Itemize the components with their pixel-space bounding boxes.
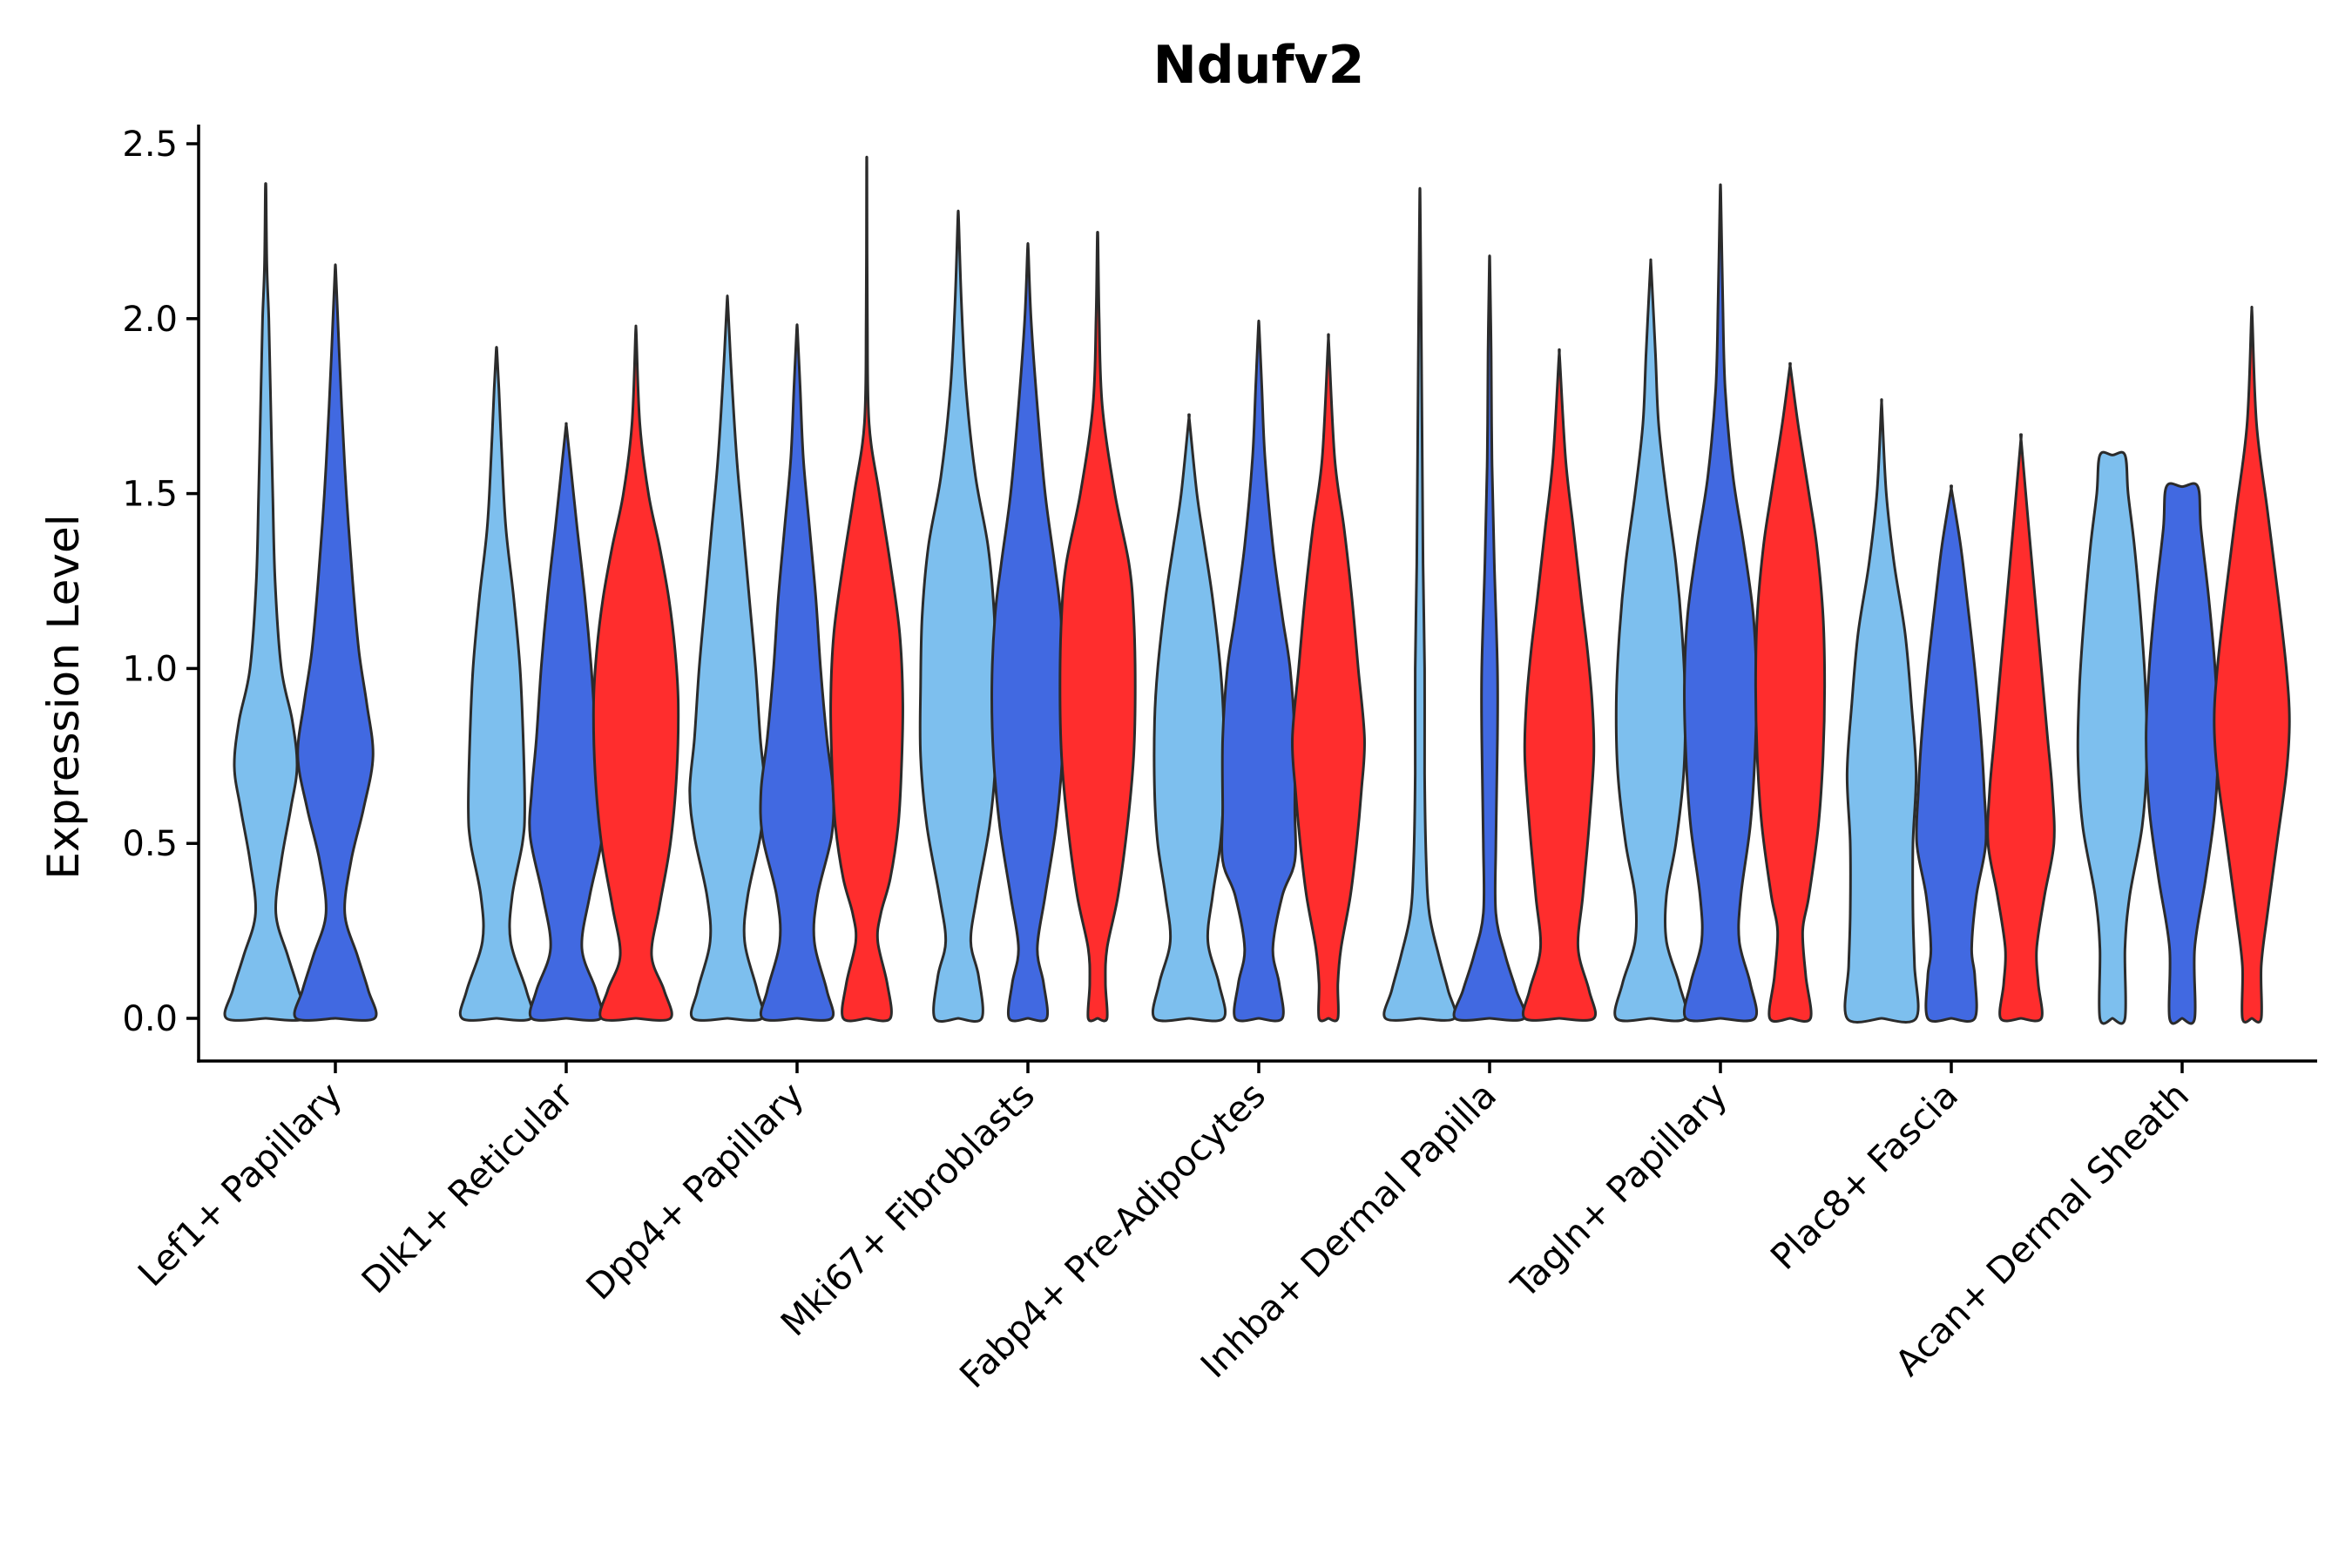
y-tick-label: 1.5: [122, 475, 178, 515]
violin-7-0: [1843, 398, 1920, 1024]
violin-1-0: [458, 346, 535, 1022]
violin-5-2: [1521, 348, 1598, 1022]
violin-group: [223, 155, 2291, 1025]
y-tick-label: 2.0: [122, 300, 178, 340]
violin-2-2: [829, 155, 904, 1023]
violin-6-1: [1682, 183, 1759, 1023]
violin-4-0: [1151, 413, 1227, 1023]
violin-3-1: [990, 242, 1065, 1023]
violin-2-1: [759, 323, 835, 1022]
violin-7-2: [1986, 433, 2056, 1023]
violin-5-1: [1452, 254, 1527, 1022]
violin-8-1: [2145, 482, 2220, 1025]
x-tick-label: Dpp4+ Papillary: [578, 1074, 812, 1308]
violin-8-2: [2213, 306, 2291, 1024]
x-tick-label: Lef1+ Papillary: [130, 1074, 350, 1294]
y-tick-label: 1.0: [122, 649, 178, 689]
violin-1-1: [528, 422, 605, 1022]
violin-7-1: [1915, 484, 1988, 1024]
violin-8-0: [2076, 450, 2149, 1025]
violin-6-0: [1613, 258, 1688, 1023]
violin-3-2: [1058, 231, 1137, 1023]
violin-4-1: [1220, 320, 1297, 1023]
y-axis-label: Expression Level: [38, 514, 89, 879]
y-tick-label: 2.5: [122, 125, 178, 165]
y-tick-label: 0.5: [122, 824, 178, 864]
x-tick-label: Tagln+ Papillary: [1503, 1074, 1735, 1307]
violin-6-2: [1754, 362, 1827, 1024]
chart-title: Ndufv2: [1153, 35, 1365, 96]
violin-0-0: [223, 182, 308, 1022]
violin-4-2: [1291, 333, 1366, 1023]
y-axis-ticks: 0.0 0.5 1.0 1.5 2.0 2.5: [122, 125, 199, 1039]
x-tick-label: Mki67+ Fibroblasts: [773, 1074, 1043, 1344]
x-tick-label: Dlk1+ Reticular: [354, 1074, 581, 1301]
violin-1-2: [591, 324, 680, 1022]
y-tick-label: 0.0: [122, 999, 178, 1039]
violin-5-0: [1382, 186, 1457, 1022]
x-tick-label: Plac8+ Fascia: [1762, 1074, 1966, 1278]
axes: [197, 125, 2317, 1063]
violin-3-0: [918, 209, 998, 1024]
violin-2-0: [688, 294, 767, 1022]
violin-0-1: [293, 263, 378, 1022]
